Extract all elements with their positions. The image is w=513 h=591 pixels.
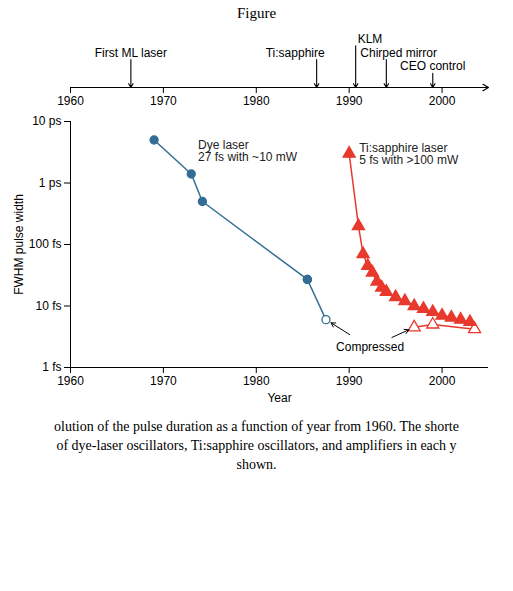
svg-text:1 ps: 1 ps bbox=[39, 176, 62, 190]
svg-text:Chirped mirror: Chirped mirror bbox=[360, 46, 437, 60]
svg-text:1990: 1990 bbox=[336, 94, 363, 108]
svg-text:1980: 1980 bbox=[243, 94, 270, 108]
html-text:shown.: shown. bbox=[236, 457, 277, 472]
svg-text:100 fs: 100 fs bbox=[29, 237, 62, 251]
svg-text:1970: 1970 bbox=[150, 374, 177, 388]
svg-text:1970: 1970 bbox=[150, 94, 177, 108]
svg-text:Ti:sapphire laser5 fs with >10: Ti:sapphire laser5 fs with >100 mW bbox=[359, 140, 459, 166]
svg-text:KLM: KLM bbox=[358, 32, 383, 46]
svg-text:10 fs: 10 fs bbox=[35, 299, 61, 313]
svg-text:1960: 1960 bbox=[57, 94, 84, 108]
svg-text:Ti:sapphire: Ti:sapphire bbox=[266, 46, 325, 60]
svg-text:2000: 2000 bbox=[429, 374, 456, 388]
svg-text:Compressed: Compressed bbox=[336, 340, 404, 354]
html-text:olution of the pulse duration: olution of the pulse duration as a funct… bbox=[54, 419, 459, 434]
svg-text:CEO control: CEO control bbox=[400, 59, 465, 73]
svg-text:Year: Year bbox=[267, 391, 291, 405]
svg-text:2000: 2000 bbox=[429, 94, 456, 108]
svg-text:1 fs: 1 fs bbox=[42, 360, 61, 374]
svg-text:First ML laser: First ML laser bbox=[95, 46, 167, 60]
svg-text:1980: 1980 bbox=[243, 374, 270, 388]
svg-text:Dye laser27 fs with ~10 mW: Dye laser27 fs with ~10 mW bbox=[198, 138, 298, 164]
svg-text:1960: 1960 bbox=[57, 374, 84, 388]
svg-text:10 ps: 10 ps bbox=[32, 114, 61, 128]
html-text:of dye-laser oscillators, Ti:s: of dye-laser oscillators, Ti:sapphire os… bbox=[56, 438, 457, 453]
html-text:Figure: Figure bbox=[236, 5, 277, 21]
svg-text:1990: 1990 bbox=[336, 374, 363, 388]
svg-text:FWHM pulse width: FWHM pulse width bbox=[12, 194, 26, 295]
